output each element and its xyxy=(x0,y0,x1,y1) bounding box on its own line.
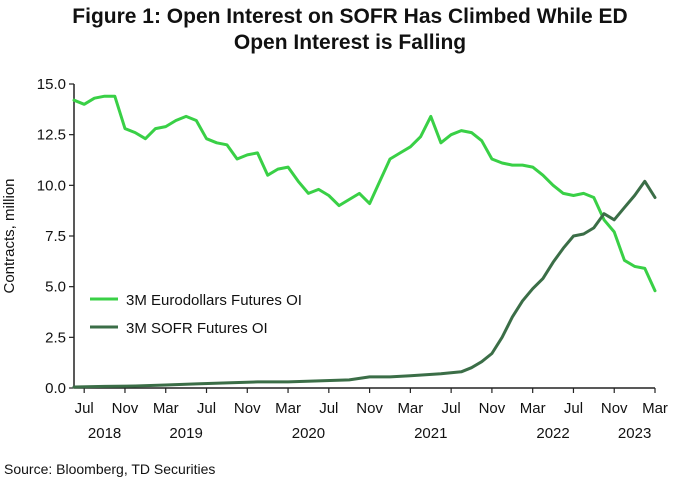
x-year-label: 2018 xyxy=(88,425,121,442)
x-year-labels: 2018 2019 2020 2021 2022 2023 xyxy=(88,425,651,442)
x-year-label: 2021 xyxy=(414,425,447,442)
x-year-label: 2022 xyxy=(536,425,569,442)
x-year-label: 2019 xyxy=(169,425,202,442)
y-tick-label: 15.0 xyxy=(37,76,66,93)
x-tick-label: Nov xyxy=(234,400,261,417)
legend: 3M Eurodollars Futures OI 3M SOFR Future… xyxy=(90,292,302,337)
x-tick-label: Jul xyxy=(442,400,461,417)
chart-title-line-1: Figure 1: Open Interest on SOFR Has Clim… xyxy=(72,5,628,28)
y-tick-label: 0.0 xyxy=(45,380,66,397)
eurodollar-series-line xyxy=(72,94,657,293)
chart-title: Figure 1: Open Interest on SOFR Has Clim… xyxy=(0,4,700,56)
y-tick-label: 7.5 xyxy=(45,228,66,245)
y-axis-label: Contracts, million xyxy=(1,178,18,293)
legend-label-eurodollar: 3M Eurodollars Futures OI xyxy=(126,292,302,309)
x-year-label: 2023 xyxy=(618,425,651,442)
y-tick-label: 2.5 xyxy=(45,329,66,346)
x-tick-label: Nov xyxy=(356,400,383,417)
x-ticks: Jul Nov Mar Jul Nov Mar Jul Nov Mar Jul Nov Mar Jul N… xyxy=(75,388,668,417)
x-tick-label: Nov xyxy=(112,400,139,417)
chart-title-line-2: Open Interest is Falling xyxy=(233,31,467,54)
y-tick-label: 12.5 xyxy=(37,127,66,144)
x-tick-label: Nov xyxy=(479,400,506,417)
y-ticks: 0.0 2.5 5.0 7.5 10.0 12.5 15.0 xyxy=(37,76,74,397)
series-lines xyxy=(72,94,657,389)
source-note: Source: Bloomberg, TD Securities xyxy=(4,461,216,477)
legend-label-sofr: 3M SOFR Futures OI xyxy=(126,320,268,337)
line-chart: 0.0 2.5 5.0 7.5 10.0 12.5 15.0 Jul Nov Mar Jul Nov… xyxy=(1,76,668,442)
y-tick-label: 10.0 xyxy=(37,177,66,194)
x-tick-label: Mar xyxy=(153,400,179,417)
x-tick-label: Mar xyxy=(520,400,546,417)
x-tick-label: Mar xyxy=(397,400,423,417)
x-tick-label: Jul xyxy=(197,400,216,417)
x-tick-label: Mar xyxy=(642,400,668,417)
x-tick-label: Nov xyxy=(601,400,628,417)
x-tick-label: Mar xyxy=(275,400,301,417)
x-tick-label: Jul xyxy=(319,400,338,417)
x-tick-label: Jul xyxy=(564,400,583,417)
plot-area: 0.0 2.5 5.0 7.5 10.0 12.5 15.0 Jul Nov Mar Jul Nov… xyxy=(1,76,668,442)
sofr-series-line xyxy=(72,179,657,389)
x-tick-label: Jul xyxy=(75,400,94,417)
x-year-label: 2020 xyxy=(292,425,325,442)
y-tick-label: 5.0 xyxy=(45,279,66,296)
